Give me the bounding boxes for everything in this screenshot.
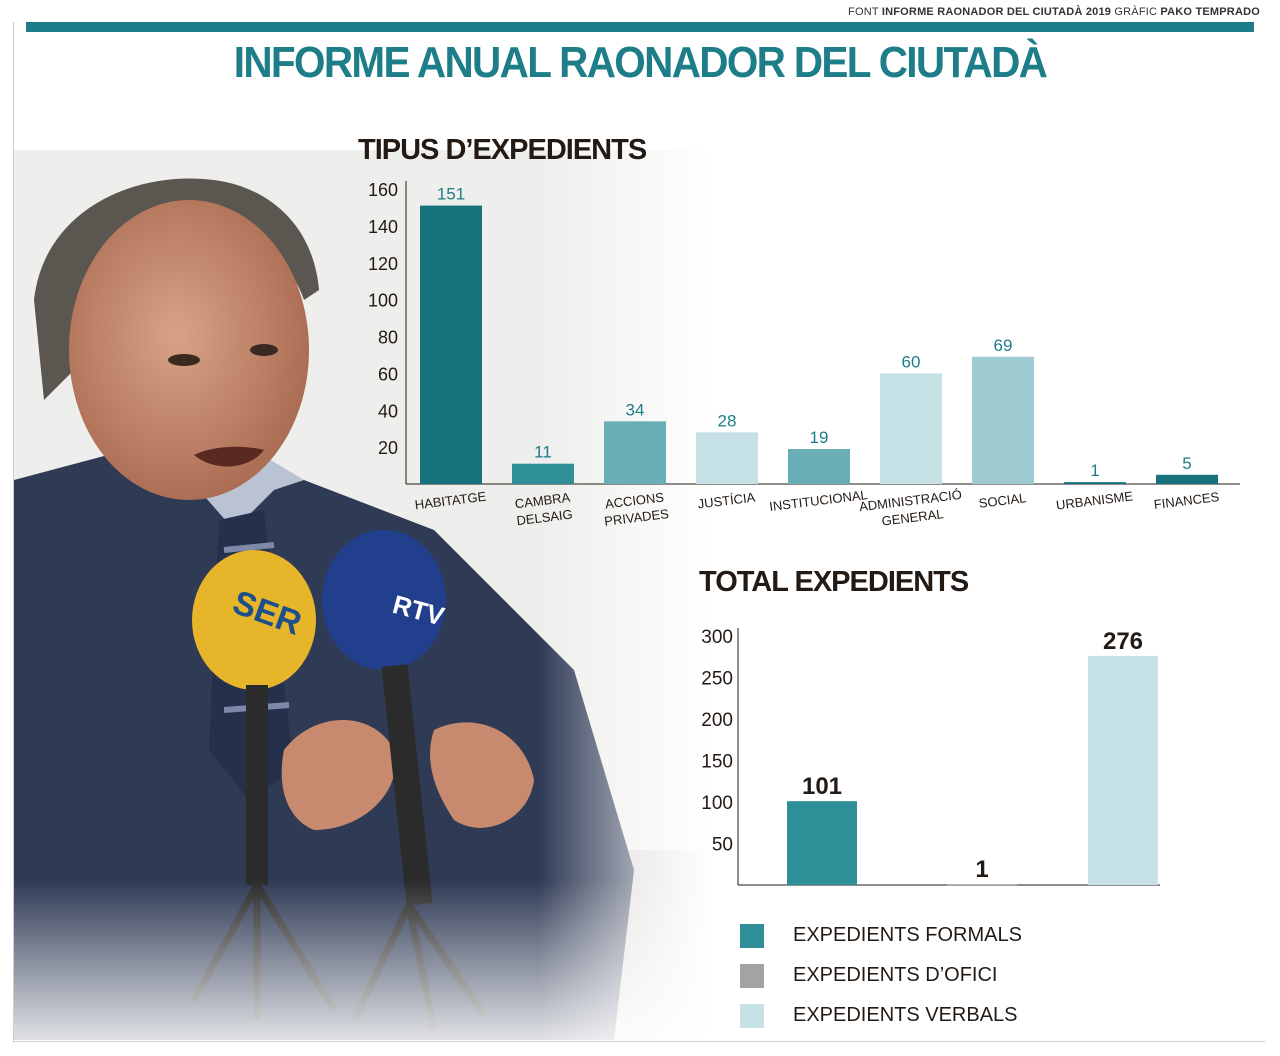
chart1-category-label: JUSTÍCIA <box>697 490 757 512</box>
page-title: INFORME ANUAL RAONADOR DEL CIUTADÀ <box>233 38 1048 87</box>
legend-label: EXPEDIENTS FORMALS <box>793 924 1022 946</box>
chart1-y-tick-label: 20 <box>378 438 398 458</box>
legend-label: EXPEDIENTS VERBALS <box>793 1004 1018 1026</box>
chart1-title: TIPUS D’EXPEDIENTS <box>358 134 647 166</box>
chart1-data-label: 19 <box>810 428 829 447</box>
chart1-data-label: 69 <box>994 336 1013 355</box>
chart-total-expedients: 50 100 150 200 250 300 101 1 276 <box>701 627 1160 886</box>
chart1-bar <box>1156 474 1218 484</box>
chart1-y-tick-label: 120 <box>368 254 398 274</box>
source-credit: FONT INFORME RAONADOR DEL CIUTADÀ 2019 G… <box>848 6 1260 18</box>
chart1-bar <box>420 205 482 484</box>
chart1-data-label: 151 <box>437 185 465 204</box>
credit-font-label: FONT <box>848 6 879 18</box>
chart1-y-tick-label: 160 <box>368 180 398 200</box>
chart1-bar <box>788 448 850 484</box>
press-conference-photo: SER RTV <box>14 150 714 1040</box>
chart2-data-label: 276 <box>1103 628 1143 655</box>
chart1-data-label: 34 <box>626 400 645 419</box>
legend-swatch <box>740 964 764 988</box>
chart1-y-tick-label: 100 <box>368 291 398 311</box>
chart1-data-label: 1 <box>1090 461 1099 480</box>
credit-graphic-label: GRÀFIC <box>1114 6 1158 18</box>
chart1-category-label: SOCIAL <box>978 490 1027 511</box>
chart1-bar <box>1064 482 1126 484</box>
chart1-data-label: 11 <box>534 443 552 462</box>
chart1-y-tick-label: 60 <box>378 364 398 384</box>
chart2-y-tick-label: 150 <box>701 752 733 773</box>
chart2-bar <box>947 884 1017 886</box>
chart1-category-label-line: JUSTÍCIA <box>697 490 757 512</box>
chart2-data-label: 101 <box>802 773 842 800</box>
credit-font-value: INFORME RAONADOR DEL CIUTADÀ 2019 <box>881 6 1112 18</box>
legend-swatch <box>740 1004 764 1028</box>
chart1-category-label: CAMBRADELSAIG <box>514 490 574 529</box>
chart2-y-tick-label: 200 <box>701 710 733 731</box>
chart2-y-tick-label: 50 <box>712 835 733 856</box>
credit-graphic-value: PAKO TEMPRADO <box>1160 6 1260 18</box>
photo-fade-bottom <box>14 150 714 1040</box>
chart1-data-label: 60 <box>902 352 921 371</box>
chart2-title: TOTAL EXPEDIENTS <box>699 566 969 598</box>
chart2-y-tick-label: 250 <box>701 669 733 690</box>
chart1-bar <box>604 421 666 484</box>
chart1-data-label: 28 <box>718 411 737 430</box>
chart1-bar <box>512 463 574 484</box>
chart2-bar <box>1088 655 1158 885</box>
chart2-y-tick-label: 100 <box>701 793 733 814</box>
legend-label: EXPEDIENTS D’OFICI <box>793 964 998 986</box>
chart1-category-label-line: ACCIONS <box>604 489 665 511</box>
page-frame <box>13 22 1265 1042</box>
chart1-category-label-line: DELSAIG <box>516 507 574 529</box>
top-accent-bar <box>26 22 1254 32</box>
chart1-y-tick-label: 140 <box>368 217 398 237</box>
chart2-y-tick-label: 300 <box>701 627 733 648</box>
chart1-data-label: 5 <box>1182 454 1191 473</box>
chart1-y-tick-label: 40 <box>378 401 398 421</box>
chart1-bar <box>972 356 1034 484</box>
chart2-bar <box>787 801 857 885</box>
chart1-category-label-line: SOCIAL <box>978 490 1027 511</box>
chart2-data-label: 1 <box>975 856 988 883</box>
chart1-y-tick-label: 80 <box>378 328 398 348</box>
legend-swatch <box>740 924 764 948</box>
chart1-bar <box>696 432 758 484</box>
chart1-category-label-line: CAMBRA <box>514 490 571 512</box>
chart1-bar <box>880 373 942 484</box>
